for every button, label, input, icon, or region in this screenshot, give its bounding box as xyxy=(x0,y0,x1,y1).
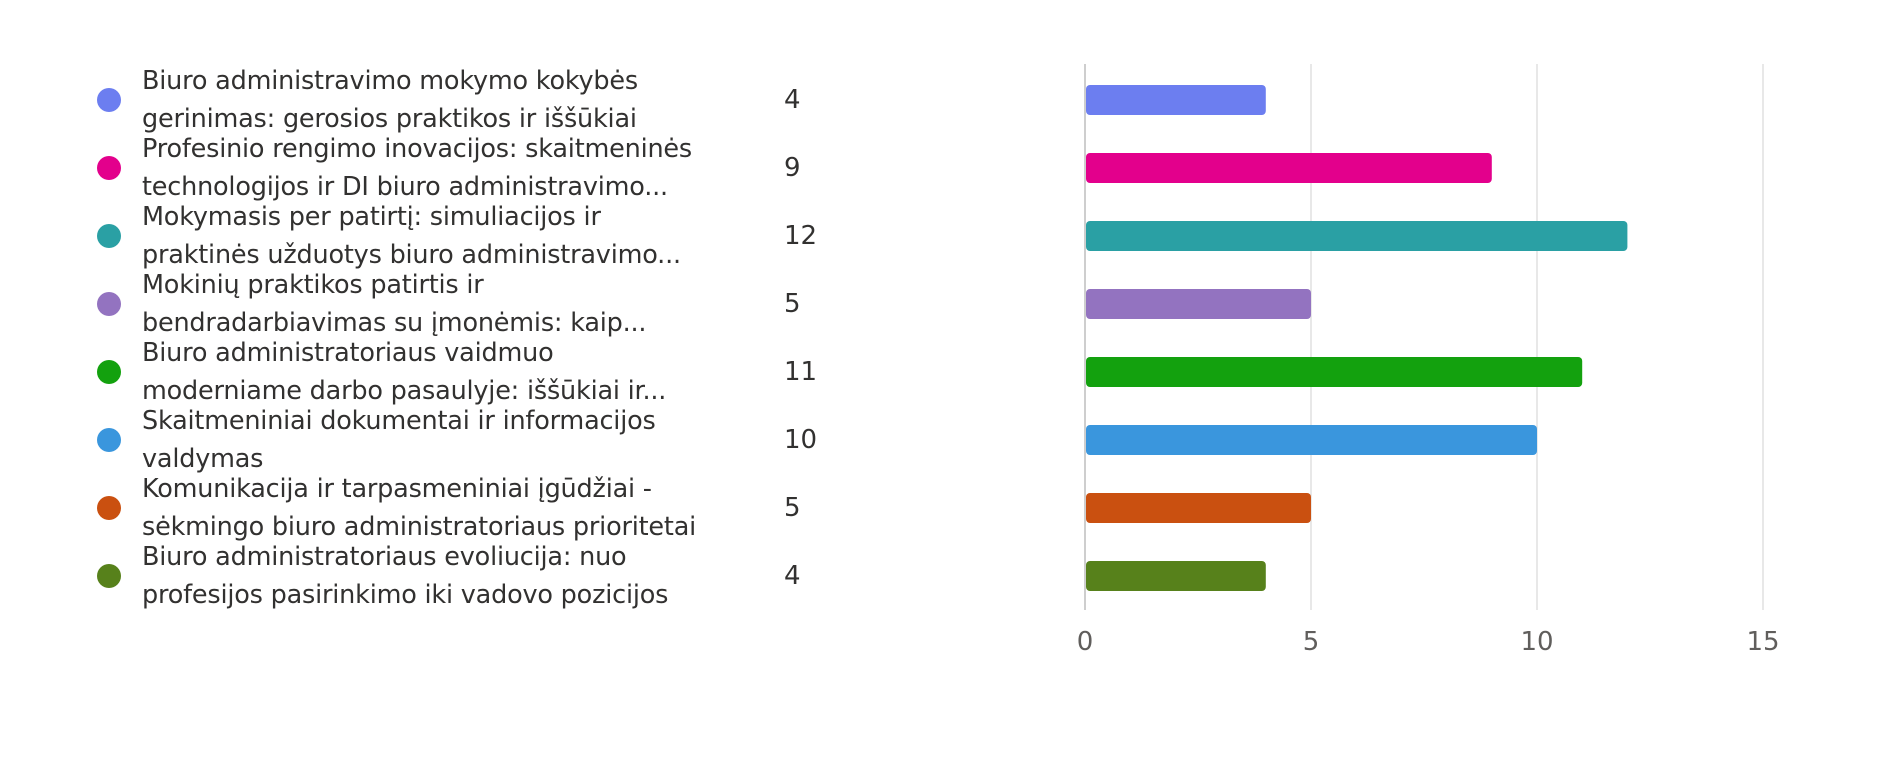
legend-label-line: bendradarbiavimas su įmonėmis: kaip... xyxy=(142,308,647,338)
x-tick-label: 5 xyxy=(1303,627,1320,657)
data-value-label: 5 xyxy=(784,289,801,319)
legend-label: Biuro administratoriaus vaidmuo moderniam… xyxy=(142,334,712,410)
data-value-label: 5 xyxy=(784,493,801,523)
bar[interactable] xyxy=(1086,221,1628,251)
legend-label-line: Biuro administravimo mokymo kokybės xyxy=(142,66,638,96)
x-tick-label: 10 xyxy=(1520,627,1553,657)
legend-label-line: Biuro administratoriaus vaidmuo xyxy=(142,338,554,368)
bar[interactable] xyxy=(1086,493,1311,523)
legend-label-line: gerinimas: gerosios praktikos ir iššūkia… xyxy=(142,104,637,134)
legend-marker xyxy=(97,360,121,384)
legend-label-line: Komunikacija ir tarpasmeniniai įgūdžiai … xyxy=(142,474,652,504)
legend-label: Mokinių praktikos patirtis ir bendradarbi… xyxy=(142,266,712,342)
bar[interactable] xyxy=(1086,85,1266,115)
legend-marker xyxy=(97,156,121,180)
legend-label-line: moderniame darbo pasaulyje: iššūkiai ir.… xyxy=(142,376,667,406)
legend-label-line: praktinės užduotys biuro administravimo.… xyxy=(142,240,681,270)
legend-label-line: sėkmingo biuro administratoriaus priorit… xyxy=(142,512,697,542)
data-value-label: 10 xyxy=(784,425,818,455)
legend-label: Komunikacija ir tarpasmeniniai įgūdžiai … xyxy=(142,470,712,546)
legend-label: Mokymasis per patirtį: simuliacijos ir pr… xyxy=(142,198,712,274)
legend-label-line: Mokinių praktikos patirtis ir xyxy=(142,270,484,300)
legend-marker xyxy=(97,496,121,520)
legend-label: Skaitmeniniai dokumentai ir informacijos… xyxy=(142,402,712,478)
data-value-label: 11 xyxy=(784,357,818,387)
legend-label: Biuro administravimo mokymo kokybės gerin… xyxy=(142,62,712,138)
legend-marker xyxy=(97,224,121,248)
bar[interactable] xyxy=(1086,425,1537,455)
legend-label-line: Skaitmeniniai dokumentai ir informacijos xyxy=(142,406,656,436)
legend-label-line: Mokymasis per patirtį: simuliacijos ir xyxy=(142,202,601,232)
legend-label-line: profesijos pasirinkimo iki vadovo pozici… xyxy=(142,580,669,610)
x-tick-label: 0 xyxy=(1077,627,1094,657)
legend-marker xyxy=(97,292,121,316)
data-value-label: 9 xyxy=(784,153,801,183)
bar[interactable] xyxy=(1086,561,1266,591)
legend-label-line: Profesinio rengimo inovacijos: skaitmeni… xyxy=(142,134,692,164)
bar[interactable] xyxy=(1086,289,1311,319)
x-tick-label: 15 xyxy=(1746,627,1779,657)
legend-label: Profesinio rengimo inovacijos: skaitmeni… xyxy=(142,130,712,206)
legend-marker xyxy=(97,428,121,452)
legend-marker xyxy=(97,564,121,588)
bar[interactable] xyxy=(1086,153,1492,183)
bar[interactable] xyxy=(1086,357,1583,387)
legend-marker xyxy=(97,88,121,112)
legend-label: Biuro administratoriaus evoliucija: nuo p… xyxy=(142,538,712,614)
legend-label-line: technologijos ir DI biuro administravimo… xyxy=(142,172,668,202)
legend-label-line: Biuro administratoriaus evoliucija: nuo xyxy=(142,542,627,572)
data-value-label: 4 xyxy=(784,561,801,591)
data-value-label: 4 xyxy=(784,85,801,115)
legend-label-line: valdymas xyxy=(142,444,264,474)
data-value-label: 12 xyxy=(784,221,818,251)
